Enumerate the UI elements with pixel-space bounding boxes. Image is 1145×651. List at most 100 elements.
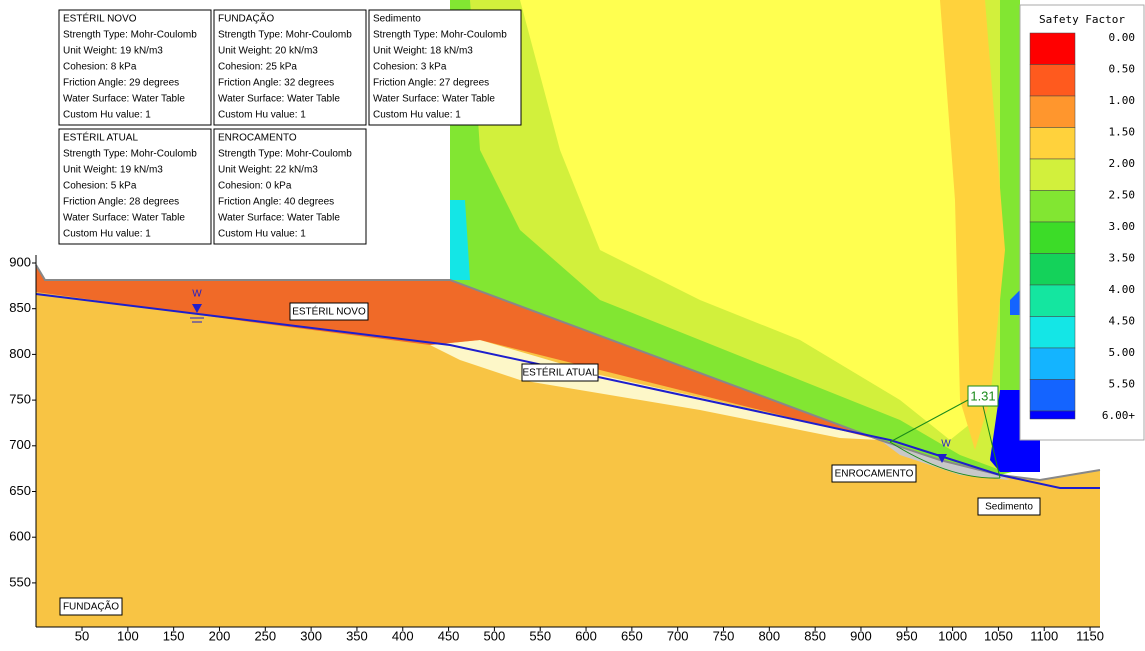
legend-label: 5.50: [1109, 378, 1136, 391]
region-label: ESTÉRIL NOVO: [292, 305, 366, 318]
legend-label: 0.00: [1109, 31, 1136, 44]
region-label: FUNDAÇÃO: [63, 600, 119, 613]
material-property: Water Surface: Water Table: [373, 94, 495, 105]
legend-label: 3.50: [1109, 252, 1136, 265]
x-tick-label: 1050: [984, 628, 1013, 643]
legend-label: 2.50: [1109, 189, 1136, 202]
water-label: W: [192, 289, 202, 300]
x-tick-label: 750: [713, 628, 735, 643]
esteril-novo: [36, 265, 880, 440]
y-tick-label: 750: [9, 392, 31, 407]
material-property: Custom Hu value: 1: [218, 229, 306, 240]
x-tick-label: 850: [804, 628, 826, 643]
material-property: Water Surface: Water Table: [63, 94, 185, 105]
legend-swatch: [1029, 410, 1076, 420]
legend-swatch: [1029, 316, 1076, 349]
region-label-box: [289, 302, 369, 321]
material-property: Strength Type: Mohr-Coulomb: [218, 149, 352, 160]
material-property: Friction Angle: 28 degrees: [63, 197, 179, 208]
material-box: [58, 9, 212, 126]
material-property: Unit Weight: 19 kN/m3: [63, 46, 163, 57]
material-property: Cohesion: 5 kPa: [63, 181, 137, 192]
contour-blue2: [1010, 290, 1020, 315]
material-property: Friction Angle: 27 degrees: [373, 78, 489, 89]
material-property: Unit Weight: 19 kN/m3: [63, 165, 163, 176]
y-tick-label: 700: [9, 437, 31, 452]
material-property: Friction Angle: 29 degrees: [63, 78, 179, 89]
material-name: ESTÉRIL NOVO: [63, 12, 137, 25]
x-tick-label: 50: [75, 628, 89, 643]
fs-leader: [889, 399, 969, 443]
material-property: Custom Hu value: 1: [63, 229, 151, 240]
legend-swatch: [1029, 64, 1076, 97]
x-tick-label: 800: [758, 628, 780, 643]
material-property: Cohesion: 8 kPa: [63, 62, 137, 73]
fs-leader: [982, 405, 1001, 479]
y-tick-label: 600: [9, 529, 31, 544]
y-tick-label: 850: [9, 300, 31, 315]
material-property: Unit Weight: 20 kN/m3: [218, 46, 318, 57]
x-tick-label: 450: [438, 628, 460, 643]
legend-swatch: [1029, 190, 1076, 223]
y-tick-label: 550: [9, 574, 31, 589]
y-tick-label: 900: [9, 254, 31, 269]
slip-surface: [889, 441, 1001, 479]
x-tick-label: 500: [484, 628, 506, 643]
legend-label: 3.00: [1109, 220, 1136, 233]
material-property: Cohesion: 0 kPa: [218, 181, 292, 192]
region-label-box: [977, 497, 1041, 516]
x-tick-label: 1150: [1076, 628, 1104, 643]
material-box: [213, 9, 367, 126]
region-label-box: [59, 597, 123, 616]
x-tick-label: 1000: [938, 628, 967, 643]
material-box: [368, 9, 522, 126]
legend-swatch: [1029, 379, 1076, 412]
material-property: Custom Hu value: 1: [63, 110, 151, 121]
material-property: Strength Type: Mohr-Coulomb: [63, 30, 197, 41]
water-symbol: [937, 454, 947, 463]
water-label: W: [941, 439, 951, 450]
material-box: [213, 128, 367, 245]
material-name: ENROCAMENTO: [218, 133, 297, 144]
legend-label: 1.50: [1109, 126, 1136, 139]
x-tick-label: 700: [667, 628, 689, 643]
legend-label: 6.00+: [1102, 409, 1135, 422]
material-name: ESTÉRIL ATUAL: [63, 131, 138, 144]
x-tick-label: 100: [117, 628, 139, 643]
material-property: Custom Hu value: 1: [373, 110, 461, 121]
ground-surface: [35, 264, 1101, 482]
legend-label: 1.00: [1109, 94, 1136, 107]
material-property: Strength Type: Mohr-Coulomb: [373, 30, 507, 41]
foundation: [36, 265, 1100, 627]
material-property: Cohesion: 3 kPa: [373, 62, 447, 73]
material-name: FUNDAÇÃO: [218, 12, 274, 25]
region-label: Sedimento: [985, 502, 1033, 513]
contour-yellow: [520, 0, 990, 440]
legend-title: Safety Factor: [1039, 13, 1125, 26]
legend-swatch: [1029, 284, 1076, 317]
x-tick-label: 350: [346, 628, 368, 643]
x-tick-label: 1100: [1030, 628, 1058, 643]
material-property: Strength Type: Mohr-Coulomb: [63, 149, 197, 160]
legend-swatch: [1029, 253, 1076, 286]
material-property: Cohesion: 25 kPa: [218, 62, 297, 73]
fs-box: [967, 385, 999, 407]
contour-orange: [940, 0, 1005, 450]
legend-label: 2.00: [1109, 157, 1136, 170]
material-property: Water Surface: Water Table: [218, 94, 340, 105]
material-property: Friction Angle: 32 degrees: [218, 78, 334, 89]
x-tick-label: 600: [575, 628, 597, 643]
x-tick-label: 950: [896, 628, 918, 643]
legend-label: 0.50: [1109, 63, 1136, 76]
legend-label: 4.50: [1109, 315, 1136, 328]
fs-value: 1.31: [970, 388, 995, 403]
legend-label: 5.00: [1109, 346, 1136, 359]
legend-swatch: [1029, 158, 1076, 191]
legend-swatch: [1029, 32, 1076, 65]
x-tick-label: 250: [254, 628, 276, 643]
region-label: ESTÉRIL ATUAL: [522, 366, 597, 379]
legend-swatch: [1029, 347, 1076, 380]
x-tick-label: 650: [621, 628, 643, 643]
region-label: ENROCAMENTO: [835, 469, 914, 480]
